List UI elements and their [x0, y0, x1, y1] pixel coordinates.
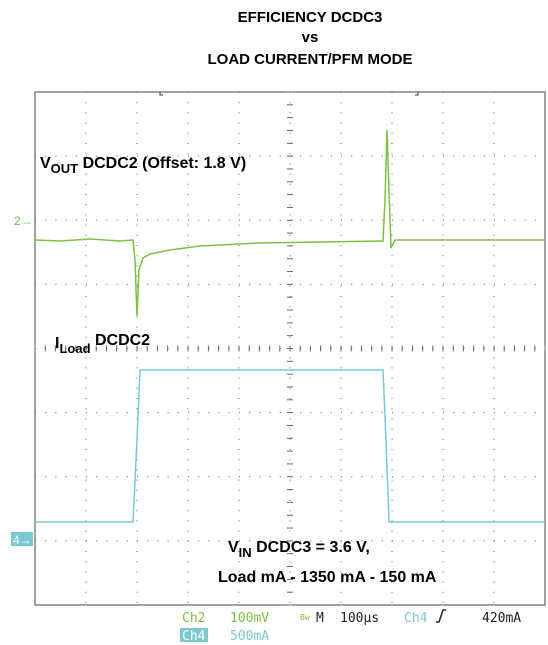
bw-icon: Bw — [300, 613, 310, 622]
marker-label: 4 — [13, 533, 20, 547]
subscript: Load — [59, 341, 90, 356]
text: DCDC2 — [91, 332, 151, 349]
load-label: Load mA - 1350 mA - 150 mA — [218, 569, 437, 586]
text: V — [228, 539, 239, 556]
status-text: Ch4 — [404, 611, 428, 626]
status-text: M — [316, 611, 324, 626]
status-text: 500mA — [230, 629, 269, 644]
status-bar: Ch2 100mV Bw M 100µs Ch4 420mA Ch4 500mA — [180, 609, 521, 644]
title-line: vs — [302, 29, 319, 46]
ch4-marker: 4→ — [13, 533, 32, 547]
cursor-marks — [159, 92, 419, 96]
grid — [34, 91, 546, 606]
vout-label: VOUT DCDC2 (Offset: 1.8 V) — [40, 155, 246, 176]
ch2-trace — [34, 129, 545, 317]
status-text: 100µs — [340, 611, 379, 626]
text: V — [40, 155, 51, 172]
text: DCDC3 = 3.6 V, — [252, 539, 370, 556]
vin-label: VIN DCDC3 = 3.6 V, — [228, 539, 370, 560]
title-line: EFFICIENCY DCDC3 — [238, 9, 383, 26]
marker-label: 2 — [14, 214, 21, 228]
status-text: Ch2 — [182, 611, 205, 626]
text: DCDC2 (Offset: 1.8 V) — [78, 155, 246, 172]
status-text: 100mV — [230, 611, 269, 626]
status-text: Ch4 — [182, 629, 206, 644]
text: I — [55, 335, 59, 352]
status-text: 420mA — [482, 611, 521, 626]
subscript: OUT — [51, 161, 79, 176]
ch4-badge — [180, 628, 208, 642]
ch2-marker: 2→ — [14, 214, 33, 228]
ch4-trace — [35, 369, 545, 523]
subscript: IN — [239, 545, 252, 560]
title-line: LOAD CURRENT/PFM MODE — [208, 51, 413, 68]
iload-label: ILoad DCDC2 — [55, 332, 150, 356]
ch4-marker-box — [11, 532, 33, 546]
trigger-icon — [436, 609, 446, 623]
